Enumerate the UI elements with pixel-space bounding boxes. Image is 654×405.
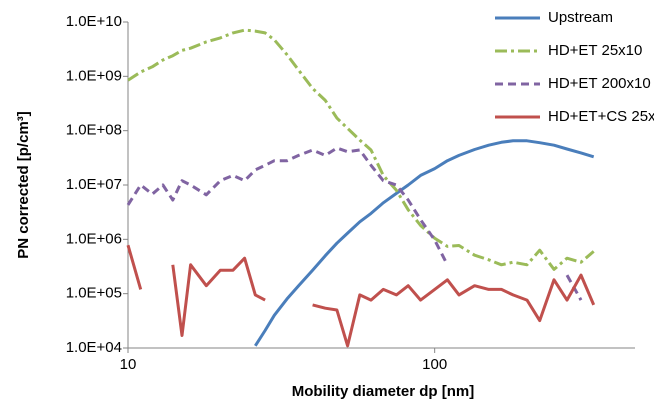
y-tick-label: 1.0E+06 bbox=[66, 230, 122, 247]
series-line bbox=[126, 146, 583, 301]
series-line bbox=[126, 244, 596, 348]
y-tick-label: 1.0E+04 bbox=[66, 339, 122, 356]
legend-label: Upstream bbox=[548, 9, 613, 26]
x-tick-label: 10 bbox=[120, 356, 137, 373]
y-tick-label: 1.0E+10 bbox=[66, 13, 122, 30]
series-line bbox=[254, 139, 595, 347]
legend-label: HD+ET 25x10 bbox=[548, 42, 642, 59]
y-tick-label: 1.0E+05 bbox=[66, 285, 122, 302]
y-tick-label: 1.0E+09 bbox=[66, 67, 122, 84]
series-line bbox=[127, 28, 595, 271]
y-tick-label: 1.0E+08 bbox=[66, 122, 122, 139]
x-axis-title: Mobility diameter dp [nm] bbox=[292, 383, 475, 400]
y-axis-title: PN corrected [p/cm³] bbox=[15, 111, 32, 259]
x-tick-label: 100 bbox=[422, 356, 447, 373]
legend-label: HD+ET 200x10 bbox=[548, 75, 651, 92]
y-tick-label: 1.0E+07 bbox=[66, 176, 122, 193]
legend-label: HD+ET+CS 25x10 bbox=[548, 108, 654, 125]
